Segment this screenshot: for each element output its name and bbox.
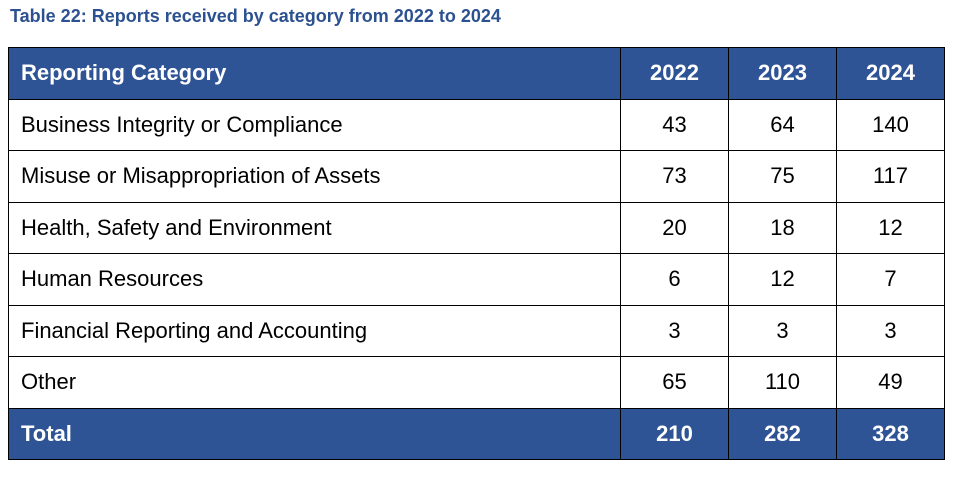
value-2023-cell: 18 <box>728 201 837 254</box>
header-reporting-category: Reporting Category <box>8 47 621 100</box>
table-caption: Table 22: Reports received by category f… <box>10 6 501 26</box>
total-2023-cell: 282 <box>728 407 837 460</box>
value-2023-cell: 64 <box>728 98 837 151</box>
table-header-row: Reporting Category 2022 2023 2024 <box>8 47 945 100</box>
value-2024-cell: 3 <box>836 304 945 357</box>
value-2022-cell: 43 <box>620 98 729 151</box>
value-2023-cell: 75 <box>728 150 837 203</box>
value-2023-cell: 3 <box>728 304 837 357</box>
category-cell: Health, Safety and Environment <box>8 201 621 254</box>
table-row: Financial Reporting and Accounting 3 3 3 <box>8 304 945 357</box>
table-row: Other 65 110 49 <box>8 356 945 409</box>
category-cell: Business Integrity or Compliance <box>8 98 621 151</box>
total-2022-cell: 210 <box>620 407 729 460</box>
category-cell: Human Resources <box>8 253 621 306</box>
value-2024-cell: 49 <box>836 356 945 409</box>
table-row: Health, Safety and Environment 20 18 12 <box>8 201 945 254</box>
value-2022-cell: 20 <box>620 201 729 254</box>
table-total-row: Total 210 282 328 <box>8 407 945 460</box>
category-cell: Misuse or Misappropriation of Assets <box>8 150 621 203</box>
table-row: Business Integrity or Compliance 43 64 1… <box>8 98 945 151</box>
table-row: Human Resources 6 12 7 <box>8 253 945 306</box>
category-cell: Financial Reporting and Accounting <box>8 304 621 357</box>
value-2024-cell: 117 <box>836 150 945 203</box>
value-2023-cell: 110 <box>728 356 837 409</box>
value-2023-cell: 12 <box>728 253 837 306</box>
reports-table: Reporting Category 2022 2023 2024 Busine… <box>8 47 945 460</box>
value-2024-cell: 7 <box>836 253 945 306</box>
total-label: Total <box>8 407 621 460</box>
value-2022-cell: 73 <box>620 150 729 203</box>
total-2024-cell: 328 <box>836 407 945 460</box>
value-2022-cell: 65 <box>620 356 729 409</box>
value-2022-cell: 6 <box>620 253 729 306</box>
category-cell: Other <box>8 356 621 409</box>
value-2022-cell: 3 <box>620 304 729 357</box>
header-2022: 2022 <box>620 47 729 100</box>
header-2023: 2023 <box>728 47 837 100</box>
value-2024-cell: 140 <box>836 98 945 151</box>
value-2024-cell: 12 <box>836 201 945 254</box>
table-row: Misuse or Misappropriation of Assets 73 … <box>8 150 945 203</box>
header-2024: 2024 <box>836 47 945 100</box>
